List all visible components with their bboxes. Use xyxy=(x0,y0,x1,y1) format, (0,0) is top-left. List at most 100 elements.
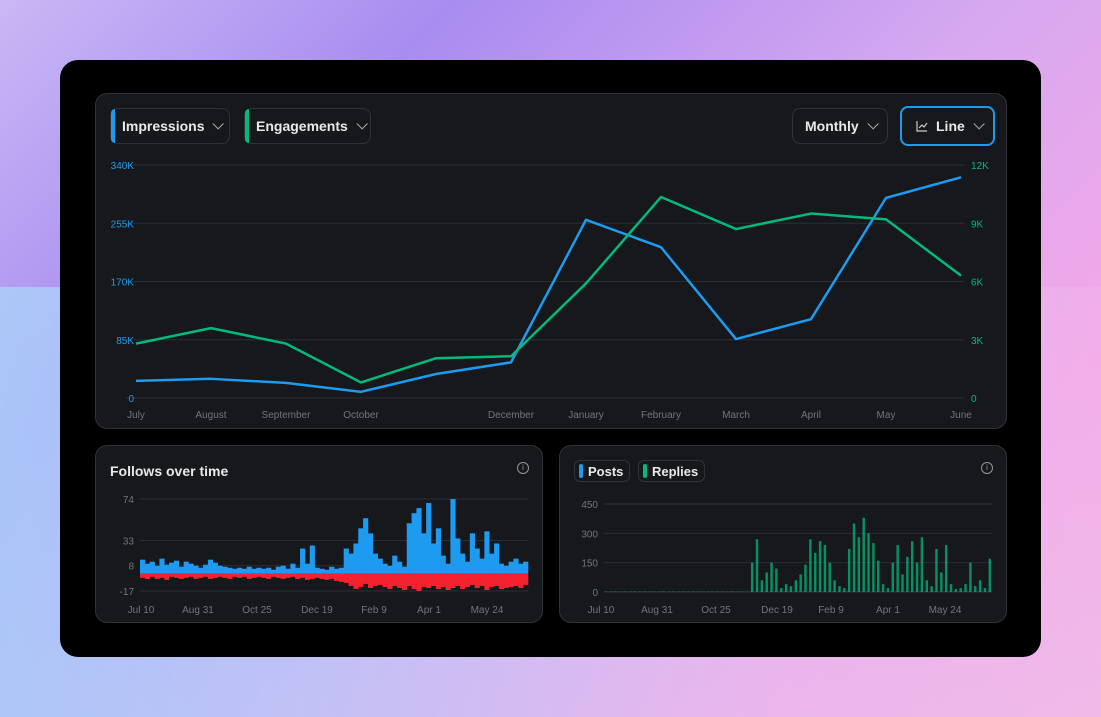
x-axis-tick: May 24 xyxy=(471,605,504,616)
replies-bar xyxy=(750,562,754,592)
x-axis-tick: December xyxy=(488,410,535,421)
replies-bar xyxy=(780,588,783,592)
unfollows-bar xyxy=(363,573,369,584)
unfollows-bar xyxy=(464,573,471,587)
replies-bar xyxy=(770,562,773,592)
replies-bar xyxy=(949,584,953,592)
left-axis-tick: 85K xyxy=(116,336,134,347)
follows-bar xyxy=(217,565,223,574)
follows-bar xyxy=(164,564,170,574)
unfollows-bar xyxy=(193,573,199,579)
unfollows-bar xyxy=(275,573,281,578)
follows-bar xyxy=(377,558,383,574)
right-axis-tick: 0 xyxy=(971,394,977,405)
x-axis-tick: Apr 1 xyxy=(417,605,441,616)
posts-bar xyxy=(720,591,722,592)
follows-bar xyxy=(280,565,286,574)
follows-bar xyxy=(387,565,393,574)
chart-type-dropdown[interactable]: Line xyxy=(900,106,995,146)
unfollows-bar xyxy=(173,573,180,578)
unfollows-bar xyxy=(256,573,262,577)
posts-bar xyxy=(933,591,936,592)
unfollows-bar xyxy=(270,573,277,577)
follows-bar xyxy=(159,558,165,574)
follows-bar xyxy=(251,568,257,574)
posts-bar xyxy=(671,591,674,592)
x-axis-tick: June xyxy=(950,410,972,421)
follows-bar xyxy=(469,533,475,574)
chart-type-label: Line xyxy=(936,118,965,134)
x-axis-tick: May 24 xyxy=(929,605,962,616)
unfollows-bar xyxy=(377,573,383,585)
follows-bar xyxy=(474,548,480,574)
unfollows-bar xyxy=(207,573,214,579)
unfollows-bar xyxy=(479,573,485,586)
impressions-engagements-card: Impressions Engagements Monthly Line 0 0 8… xyxy=(95,93,1007,429)
posts-bar xyxy=(691,591,693,592)
posts-bar xyxy=(948,591,950,592)
unfollows-bar xyxy=(445,573,451,590)
info-icon[interactable]: i xyxy=(517,462,529,474)
posts-replies-bar-chart: 450 300 150 0 Jul 10 Aug 31 Oct 25 Dec 19 Feb 9 A… xyxy=(581,500,992,616)
unfollows-bar xyxy=(469,573,475,585)
posts-bar xyxy=(633,591,635,592)
engagements-metric-dropdown[interactable]: Engagements xyxy=(244,108,371,144)
x-axis-tick: Aug 31 xyxy=(182,605,214,616)
unfollows-bar xyxy=(513,573,519,586)
follows-bar xyxy=(237,567,243,574)
period-dropdown[interactable]: Monthly xyxy=(792,108,888,144)
y-axis-tick: -17 xyxy=(120,587,135,598)
follows-bar xyxy=(169,562,175,574)
impressions-color-marker xyxy=(111,109,115,143)
posts-bar xyxy=(642,591,645,592)
unfollows-bar xyxy=(518,573,524,588)
follows-card: Follows over time i 74 33 8 -17 Jul 10 Aug 31… xyxy=(95,445,543,623)
unfollows-bar xyxy=(144,573,150,579)
x-axis-tick: January xyxy=(568,410,604,421)
posts-bar xyxy=(613,591,616,592)
unfollows-bar xyxy=(178,573,184,579)
unfollows-bar xyxy=(309,573,315,579)
replies-legend-toggle[interactable]: Replies xyxy=(638,460,706,482)
unfollows-bar xyxy=(387,573,393,589)
replies-bar xyxy=(833,580,836,592)
y-axis-tick: 450 xyxy=(581,500,598,511)
follows-bar xyxy=(324,569,330,574)
follows-bar xyxy=(246,566,252,574)
y-axis-tick: 150 xyxy=(581,559,598,570)
posts-bar xyxy=(701,591,703,592)
replies-bar xyxy=(969,562,972,592)
unfollows-bar xyxy=(280,573,286,579)
y-axis-tick: 33 xyxy=(123,536,135,547)
unfollows-bar xyxy=(343,573,349,583)
unfollows-bar xyxy=(406,573,412,586)
replies-bar xyxy=(983,588,987,592)
info-icon[interactable]: i xyxy=(981,462,993,474)
unfollows-bar xyxy=(474,573,480,588)
follows-bar xyxy=(343,548,349,574)
posts-bar xyxy=(623,591,625,592)
follows-bar xyxy=(363,518,369,574)
unfollows-bar xyxy=(300,573,306,578)
replies-bar xyxy=(877,560,880,592)
unfollows-bar xyxy=(304,573,311,580)
impressions-metric-dropdown[interactable]: Impressions xyxy=(110,108,230,144)
follows-bar xyxy=(489,553,495,574)
unfollows-bar xyxy=(426,573,432,588)
unfollows-bar xyxy=(353,573,359,589)
posts-legend-label: Posts xyxy=(588,463,624,479)
unfollows-bar xyxy=(329,573,335,579)
left-axis-tick: 340K xyxy=(111,161,135,172)
replies-bar xyxy=(911,541,914,592)
x-axis-tick: August xyxy=(195,410,226,421)
posts-bar xyxy=(652,591,654,592)
follows-bar xyxy=(358,528,364,574)
unfollows-bar xyxy=(508,573,514,587)
follows-bar-chart: 74 33 8 -17 Jul 10 Aug 31 Oct 25 Dec 19 Feb 9 Apr… xyxy=(120,495,529,616)
replies-bar xyxy=(906,556,909,592)
unfollows-bar xyxy=(334,573,340,581)
replies-bar xyxy=(794,580,798,592)
posts-legend-toggle[interactable]: Posts xyxy=(574,460,631,482)
replies-bar xyxy=(954,589,958,592)
unfollows-bar xyxy=(154,573,160,579)
